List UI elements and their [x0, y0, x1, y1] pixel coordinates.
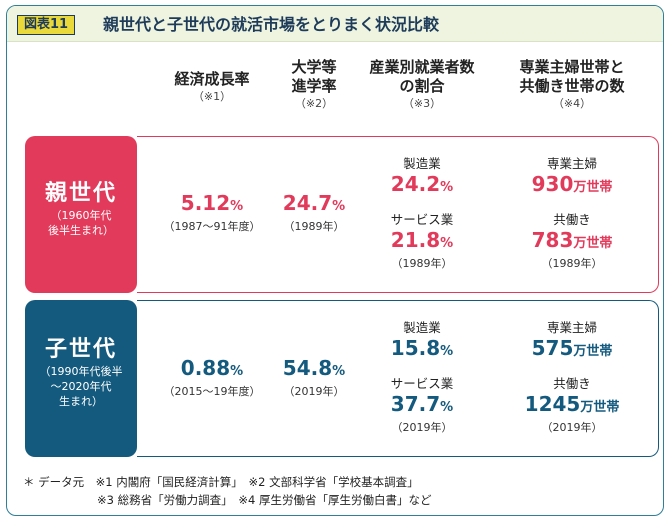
child-generation-sub: 〜2020年代	[50, 380, 112, 393]
parent-row-box	[137, 136, 659, 293]
child-college-value: 54.8%	[282, 356, 346, 380]
column-header-growth: 経済成長率 （※1）	[152, 70, 272, 104]
column-header-note: （※3）	[402, 97, 442, 110]
column-header-line: 共働き世帯の数	[519, 77, 625, 95]
parent-generation-sub: 後半生まれ）	[48, 224, 114, 237]
child-industry-year: （2019年）	[391, 421, 453, 434]
parent-generation-title: 親世代	[44, 181, 117, 206]
figure-frame: 図表11 親世代と子世代の就活市場をとりまく状況比較 経済成長率 （※1） 大学…	[6, 5, 664, 516]
parent-college-cell: 24.7% （1989年）	[269, 191, 359, 234]
child-households-cell: 専業主婦 575万世帯 共働き 1245万世帯 （2019年）	[507, 320, 637, 435]
child-manufacturing-value: 15.8%	[390, 336, 454, 360]
parent-households-year: （1989年）	[541, 257, 603, 270]
parent-growth-cell: 5.12% （1987〜91年度）	[147, 191, 277, 234]
parent-growth-value: 5.12%	[180, 191, 244, 215]
child-row-label: 子世代 （1990年代後半 〜2020年代 生まれ）	[25, 300, 137, 457]
parent-households-cell: 専業主婦 930万世帯 共働き 783万世帯 （1989年）	[507, 156, 637, 271]
child-housewife-value: 575万世帯	[531, 336, 613, 360]
child-growth-cell: 0.88% （2015〜19年度）	[147, 356, 277, 399]
parent-dual-label: 共働き	[553, 212, 591, 227]
figure-header: 図表11 親世代と子世代の就活市場をとりまく状況比較	[7, 6, 663, 42]
parent-housewife-label: 専業主婦	[546, 156, 597, 171]
figure-title: 親世代と子世代の就活市場をとりまく状況比較	[103, 15, 440, 34]
child-service-value: 37.7%	[390, 392, 454, 416]
child-households-year: （2019年）	[541, 421, 603, 434]
column-header-note: （※2）	[294, 97, 334, 110]
parent-dual-value: 783万世帯	[531, 228, 613, 252]
parent-service-value: 21.8%	[390, 228, 454, 252]
source-note-line-2: ※3 総務省「労働力調査」 ※4 厚生労働省「厚生労働白書」など	[97, 493, 432, 507]
column-header-line: 専業主婦世帯と	[519, 58, 625, 76]
source-note-line-1: ＊ データ元 ※1 内閣府「国民経済計算」 ※2 文部科学省「学校基本調査」	[23, 475, 419, 489]
child-service-label: サービス業	[390, 376, 454, 391]
child-housewife-label: 専業主婦	[546, 320, 597, 335]
column-header-line: 経済成長率	[174, 70, 250, 88]
child-college-cell: 54.8% （2019年）	[269, 356, 359, 399]
child-dual-value: 1245万世帯	[524, 392, 620, 416]
column-header-line: の割合	[399, 77, 445, 95]
parent-generation-sub: （1960年代	[50, 209, 112, 222]
child-generation-title: 子世代	[44, 337, 117, 362]
column-header-college: 大学等 進学率 （※2）	[269, 58, 359, 111]
child-industry-cell: 製造業 15.8% サービス業 37.7% （2019年）	[362, 320, 482, 435]
parent-industry-cell: 製造業 24.2% サービス業 21.8% （1989年）	[362, 156, 482, 271]
parent-industry-year: （1989年）	[391, 257, 453, 270]
child-manufacturing-label: 製造業	[403, 320, 441, 335]
parent-row-label: 親世代 （1960年代 後半生まれ）	[25, 136, 137, 293]
child-growth-period: （2015〜19年度）	[163, 385, 261, 398]
parent-manufacturing-label: 製造業	[403, 156, 441, 171]
parent-college-year: （1989年）	[283, 220, 345, 233]
parent-growth-period: （1987〜91年度）	[163, 220, 261, 233]
column-header-industry: 産業別就業者数 の割合 （※3）	[352, 58, 492, 111]
column-header-note: （※4）	[552, 97, 592, 110]
parent-housewife-value: 930万世帯	[531, 172, 613, 196]
child-row-box	[137, 300, 659, 457]
child-generation-sub: （1990年代後半	[39, 365, 123, 378]
child-college-year: （2019年）	[283, 385, 345, 398]
child-generation-sub: 生まれ）	[59, 395, 103, 408]
column-header-note: （※1）	[192, 90, 232, 103]
column-header-line: 進学率	[291, 77, 337, 95]
column-header-households: 専業主婦世帯と 共働き世帯の数 （※4）	[502, 58, 642, 111]
parent-college-value: 24.7%	[282, 191, 346, 215]
parent-manufacturing-value: 24.2%	[390, 172, 454, 196]
child-growth-value: 0.88%	[180, 356, 244, 380]
figure-badge: 図表11	[17, 15, 76, 35]
column-header-line: 大学等	[291, 58, 337, 76]
parent-service-label: サービス業	[390, 212, 454, 227]
child-dual-label: 共働き	[553, 376, 591, 391]
column-header-line: 産業別就業者数	[369, 58, 475, 76]
